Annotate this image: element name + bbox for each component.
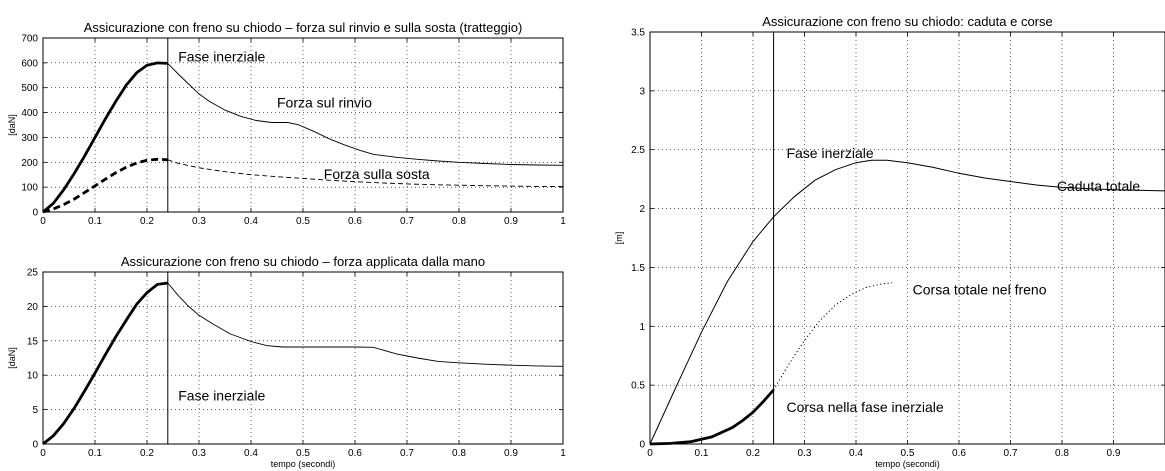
annotation-label: Caduta totale	[1057, 178, 1140, 194]
y-tick-label: 600	[21, 58, 38, 69]
series-line-0-bold	[42, 281, 168, 446]
x-tick-label: 0.4	[244, 448, 258, 459]
x-tick-label: 1	[560, 216, 566, 227]
x-tick-label: 0.3	[192, 448, 206, 459]
x-tick-label: 0.1	[88, 448, 102, 459]
x-tick-label: 0.9	[504, 448, 518, 459]
series-corsa-nella-fase-inerziale	[649, 388, 775, 446]
annotation-label: Forza sulla sosta	[324, 166, 430, 182]
x-tick-label: 1	[560, 448, 566, 459]
x-tick-label: 0.9	[1107, 448, 1121, 459]
y-axis-label: [daN]	[7, 347, 17, 369]
y-tick-label: 400	[21, 108, 38, 119]
chart-forza-mano: 0 0.1 0.2 0.3 0.4 0.5 0.6 0.7 0.8 0.9 10510152025A…	[7, 254, 566, 469]
x-tick-label: 0.1	[695, 448, 709, 459]
y-tick-label: 5	[32, 405, 38, 416]
chart-caduta-corse: 0 0.1 0.2 0.3 0.4 0.5 0.6 0.7 0.8 0.9 0 0.5 1 1.5 2 2.5…	[614, 14, 1165, 469]
y-tick-label: 2.5	[631, 145, 645, 156]
plot-frame	[649, 31, 1165, 445]
annotation-label: Forza sul rinvio	[277, 95, 372, 111]
y-tick-label: 15	[27, 336, 39, 347]
series-line-0	[167, 282, 564, 367]
y-tick-label: 200	[21, 158, 38, 169]
x-tick-label: 0.7	[1004, 448, 1018, 459]
x-tick-label: 0.4	[849, 448, 863, 459]
annotation-label: Corsa totale nel freno	[913, 282, 1047, 298]
y-tick-label: 3.5	[631, 28, 645, 39]
x-tick-label: 0.2	[746, 448, 760, 459]
plot-frame	[42, 37, 564, 213]
series-caduta-totale	[649, 159, 1165, 445]
chart-title: Assicurazione con freno su chiodo – forz…	[84, 20, 523, 35]
x-tick-label: 0.8	[1055, 448, 1069, 459]
x-tick-label: 0.9	[504, 216, 518, 227]
y-tick-label: 0.5	[631, 381, 645, 392]
series-forza-sul-rinvio-bold	[42, 61, 168, 214]
x-tick-label: 0.6	[348, 216, 362, 227]
y-tick-label: 10	[27, 371, 39, 382]
series-forza-sulla-sosta	[167, 159, 564, 188]
y-tick-label: 0	[32, 208, 38, 219]
annotation-label: Corsa nella fase inerziale	[786, 399, 943, 415]
y-tick-label: 100	[21, 183, 38, 194]
x-tick-label: 0.3	[798, 448, 812, 459]
x-tick-label: 0.5	[296, 448, 310, 459]
x-tick-label: 0.6	[348, 448, 362, 459]
x-tick-label: 0.6	[952, 448, 966, 459]
x-tick-label: 0.1	[88, 216, 102, 227]
y-tick-label: 1	[639, 322, 645, 333]
chart-title: Assicurazione con freno su chiodo – forz…	[121, 254, 485, 269]
chart-title: Assicurazione con freno su chiodo: cadut…	[762, 14, 1053, 29]
x-tick-label: 0.5	[901, 448, 915, 459]
x-tick-label: 0	[40, 448, 46, 459]
y-tick-label: 500	[21, 83, 38, 94]
x-tick-label: 0	[647, 448, 653, 459]
x-tick-label: 0.5	[296, 216, 310, 227]
chart-rinvio-sosta: 0 0.1 0.2 0.3 0.4 0.5 0.6 0.7 0.8 0.9 1 0 100 200 300 4…	[7, 20, 566, 227]
series-forza-sul-rinvio	[167, 63, 564, 166]
y-tick-label: 700	[21, 34, 38, 45]
x-tick-label: 0.2	[140, 216, 154, 227]
y-tick-label: 3	[639, 86, 645, 97]
y-tick-label: 20	[27, 302, 39, 313]
series-corsa-totale-nel-freno	[773, 282, 893, 391]
x-tick-label: 0.4	[244, 216, 258, 227]
annotation-label: Fase inerziale	[178, 388, 265, 404]
y-tick-label: 0	[639, 440, 645, 451]
x-axis-label: tempo (secondi)	[875, 459, 940, 469]
y-tick-label: 300	[21, 133, 38, 144]
y-tick-label: 25	[27, 268, 39, 279]
x-tick-label: 0.3	[192, 216, 206, 227]
x-tick-label: 0.8	[452, 216, 466, 227]
x-tick-label: 0.7	[400, 448, 414, 459]
x-tick-label: 0	[40, 216, 46, 227]
x-tick-label: 0.8	[452, 448, 466, 459]
plot-frame	[42, 271, 564, 445]
annotation-label: Fase inerziale	[786, 145, 873, 161]
x-tick-label: 0.2	[140, 448, 154, 459]
y-tick-label: 1.5	[631, 263, 645, 274]
y-axis-label: [daN]	[7, 114, 17, 136]
annotation-label: Fase inerziale	[178, 49, 265, 65]
y-axis-label: [m]	[614, 232, 624, 245]
x-tick-label: 0.7	[400, 216, 414, 227]
y-tick-label: 2	[639, 204, 645, 215]
x-axis-label: tempo (secondi)	[271, 459, 336, 469]
series-forza-sulla-sosta-bold	[42, 157, 168, 214]
y-tick-label: 0	[32, 440, 38, 451]
